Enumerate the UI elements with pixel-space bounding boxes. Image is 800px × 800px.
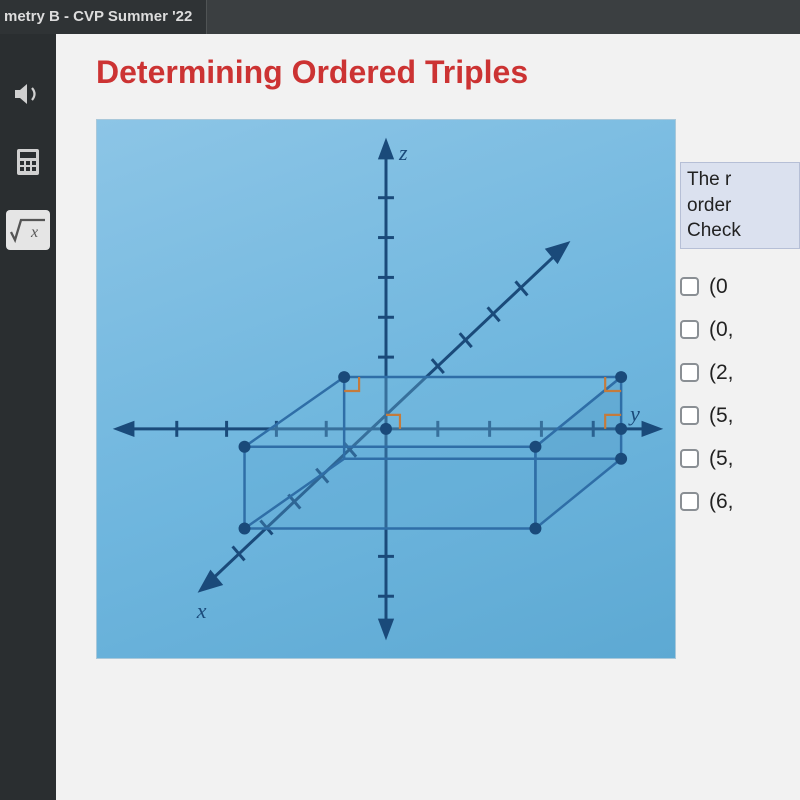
option-label: (0 [709,275,728,299]
option-label: (5, [709,404,734,428]
sqrt-tool[interactable]: x [6,210,50,250]
sqrt-label: x [30,224,38,241]
calculator-icon [11,145,45,179]
browser-tab[interactable]: metry B - CVP Summer '22 [0,0,207,34]
y-axis-label: y [628,401,640,426]
option-row[interactable]: (6, [680,490,800,514]
option-label: (0, [709,318,734,342]
calculator-tool[interactable] [6,142,50,182]
coordinate-figure: z y [96,119,676,659]
prompt-line: The r [687,167,795,193]
prompt-line: order [687,193,795,219]
option-row[interactable]: (0, [680,318,800,342]
checkbox-icon[interactable] [680,320,699,339]
tab-title: metry B - CVP Summer '22 [4,8,192,25]
checkbox-icon[interactable] [680,449,699,468]
lesson-main: Determining Ordered Triples z [56,34,800,800]
option-row[interactable]: (0 [680,275,800,299]
audio-tool[interactable] [6,74,50,114]
option-label: (2, [709,361,734,385]
browser-tabbar: metry B - CVP Summer '22 [0,0,800,34]
option-row[interactable]: (5, [680,404,800,428]
checkbox-icon[interactable] [680,492,699,511]
x-axis-label: x [196,598,207,623]
checkbox-icon[interactable] [680,363,699,382]
option-row[interactable]: (5, [680,447,800,471]
sqrt-icon: x [9,216,47,244]
lesson-title: Determining Ordered Triples [96,54,800,91]
question-panel: The r order Check (0 (0, (2, (5, (5, (6, [680,162,800,533]
tool-rail: x [0,34,56,800]
option-label: (6, [709,490,734,514]
checkbox-icon[interactable] [680,406,699,425]
option-label: (5, [709,447,734,471]
figure-svg: z y [97,120,675,658]
z-axis-label: z [398,140,408,165]
answer-options: (0 (0, (2, (5, (5, (6, [680,275,800,514]
checkbox-icon[interactable] [680,277,699,296]
option-row[interactable]: (2, [680,361,800,385]
audio-icon [11,77,45,111]
prompt-line: Check [687,218,795,244]
question-prompt: The r order Check [680,162,800,249]
